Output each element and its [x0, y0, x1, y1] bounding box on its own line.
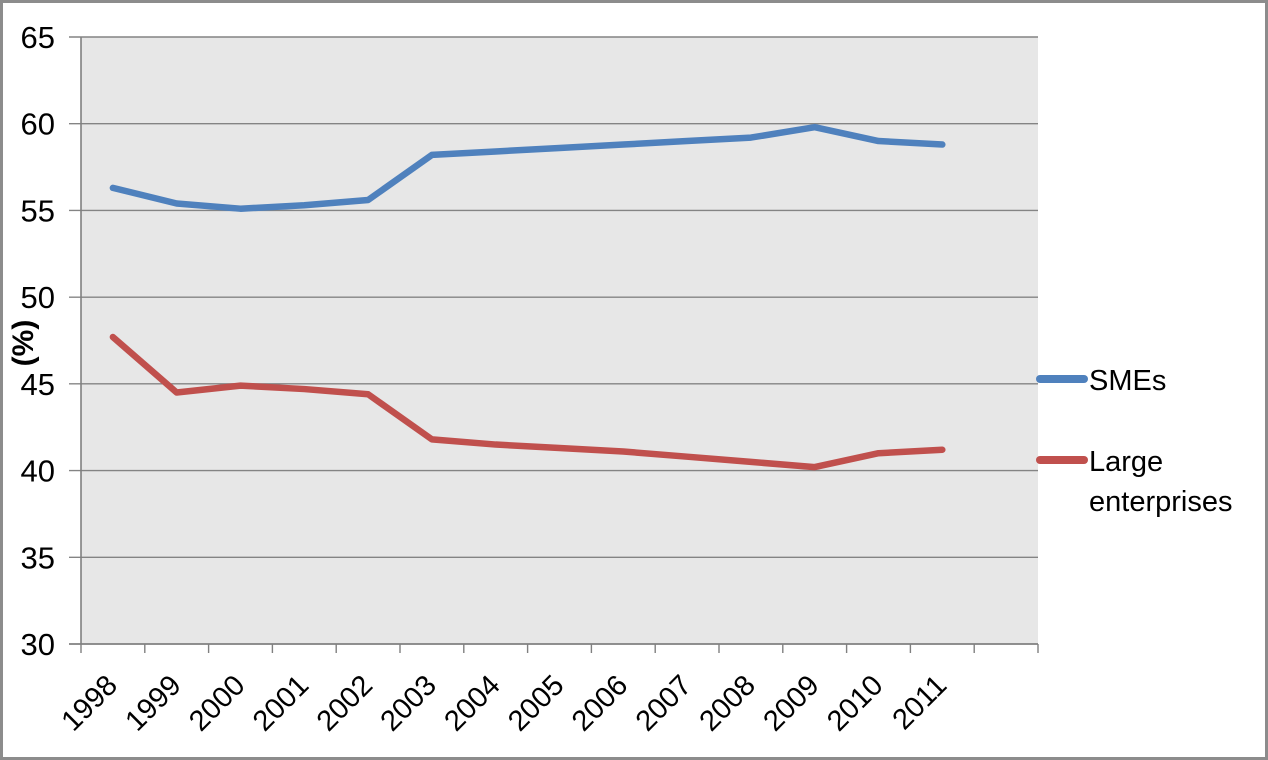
y-tick-label: 40	[21, 454, 55, 489]
x-tick-label: 2007	[630, 669, 698, 737]
y-tick-label: 55	[21, 193, 55, 228]
y-tick-label: 45	[21, 367, 55, 402]
x-tick-label: 2002	[311, 669, 379, 737]
legend-label-0-line-0: SMEs	[1089, 365, 1166, 397]
x-tick-label: 2010	[821, 669, 889, 737]
x-tick-label: 2000	[183, 669, 251, 737]
y-axis-title: (%)	[7, 320, 40, 367]
x-tick-label: 2008	[694, 669, 762, 737]
x-tick-label: 2009	[757, 669, 825, 737]
y-tick-label: 30	[21, 627, 55, 662]
y-tick-label: 50	[21, 280, 55, 315]
x-tick-label: 2006	[566, 669, 634, 737]
x-tick-label: 1999	[119, 669, 187, 737]
legend-label-1-line-0: Large	[1089, 446, 1163, 478]
series-line-smes	[109, 123, 946, 212]
x-tick-label: 2003	[375, 669, 443, 737]
plot-area	[81, 37, 1038, 644]
line-chart: 30 35 40 45 50 55 60 65 199819992000200120022003…	[7, 20, 1232, 738]
y-tick-label: 35	[21, 540, 55, 575]
series-line-large-enterprises	[109, 333, 946, 471]
y-tick-label: 60	[21, 107, 55, 142]
x-tick-label: 1998	[56, 669, 124, 737]
x-tick-label: 2004	[438, 669, 506, 737]
x-tick-label: 2011	[887, 669, 954, 736]
legend-label-1-line-1: enterprises	[1089, 486, 1232, 518]
x-tick-label: 2001	[247, 669, 315, 737]
y-tick-label: 65	[21, 20, 55, 55]
x-tick-label: 2005	[502, 669, 570, 737]
